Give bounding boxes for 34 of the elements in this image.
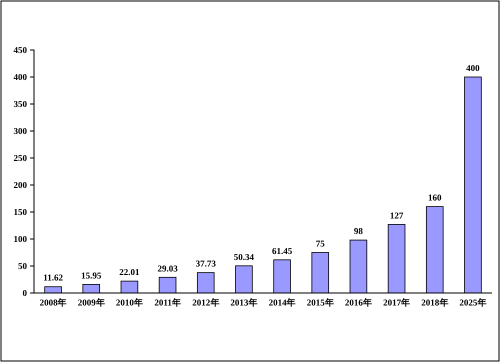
data-label: 160 <box>428 192 442 203</box>
x-tick-label: 2009年 <box>78 297 105 308</box>
data-label: 98 <box>354 226 364 236</box>
data-label: 37.73 <box>196 258 216 269</box>
x-tick-label: 2012年 <box>192 297 220 308</box>
x-tick-label: 2016年 <box>344 297 372 308</box>
y-tick-label: 250 <box>14 152 28 163</box>
x-tick-label: 2018年 <box>421 297 448 308</box>
data-label: 50.34 <box>234 252 255 262</box>
x-tick-label: 2010年 <box>116 297 143 308</box>
x-tick-label: 2011年 <box>154 297 181 308</box>
x-tick-label: 2008年 <box>40 297 67 308</box>
data-label: 75 <box>316 238 326 248</box>
y-tick-label: 100 <box>14 234 28 244</box>
x-tick-label: 2013年 <box>230 297 258 308</box>
x-tick-label: 2017年 <box>383 297 410 308</box>
data-label: 400 <box>466 63 480 73</box>
data-label: 29.03 <box>157 263 178 274</box>
y-tick-label: 0 <box>22 288 28 298</box>
x-tick-label: 2015年 <box>306 297 334 308</box>
x-tick-label: 2025年 <box>459 297 486 308</box>
data-label: 22.01 <box>119 267 140 278</box>
y-tick-label: 200 <box>14 180 28 190</box>
data-label: 11.62 <box>43 272 64 283</box>
y-tick-label: 400 <box>14 72 28 82</box>
data-label: 127 <box>390 210 404 220</box>
y-tick-label: 150 <box>14 206 28 217</box>
y-tick-label: 350 <box>14 98 28 109</box>
data-label: 61.45 <box>272 246 293 256</box>
x-tick-label: 2014年 <box>268 297 296 308</box>
y-tick-label: 450 <box>14 44 28 55</box>
data-label: 15.95 <box>81 270 102 280</box>
y-tick-label: 300 <box>14 126 28 136</box>
y-tick-label: 50 <box>18 260 28 271</box>
